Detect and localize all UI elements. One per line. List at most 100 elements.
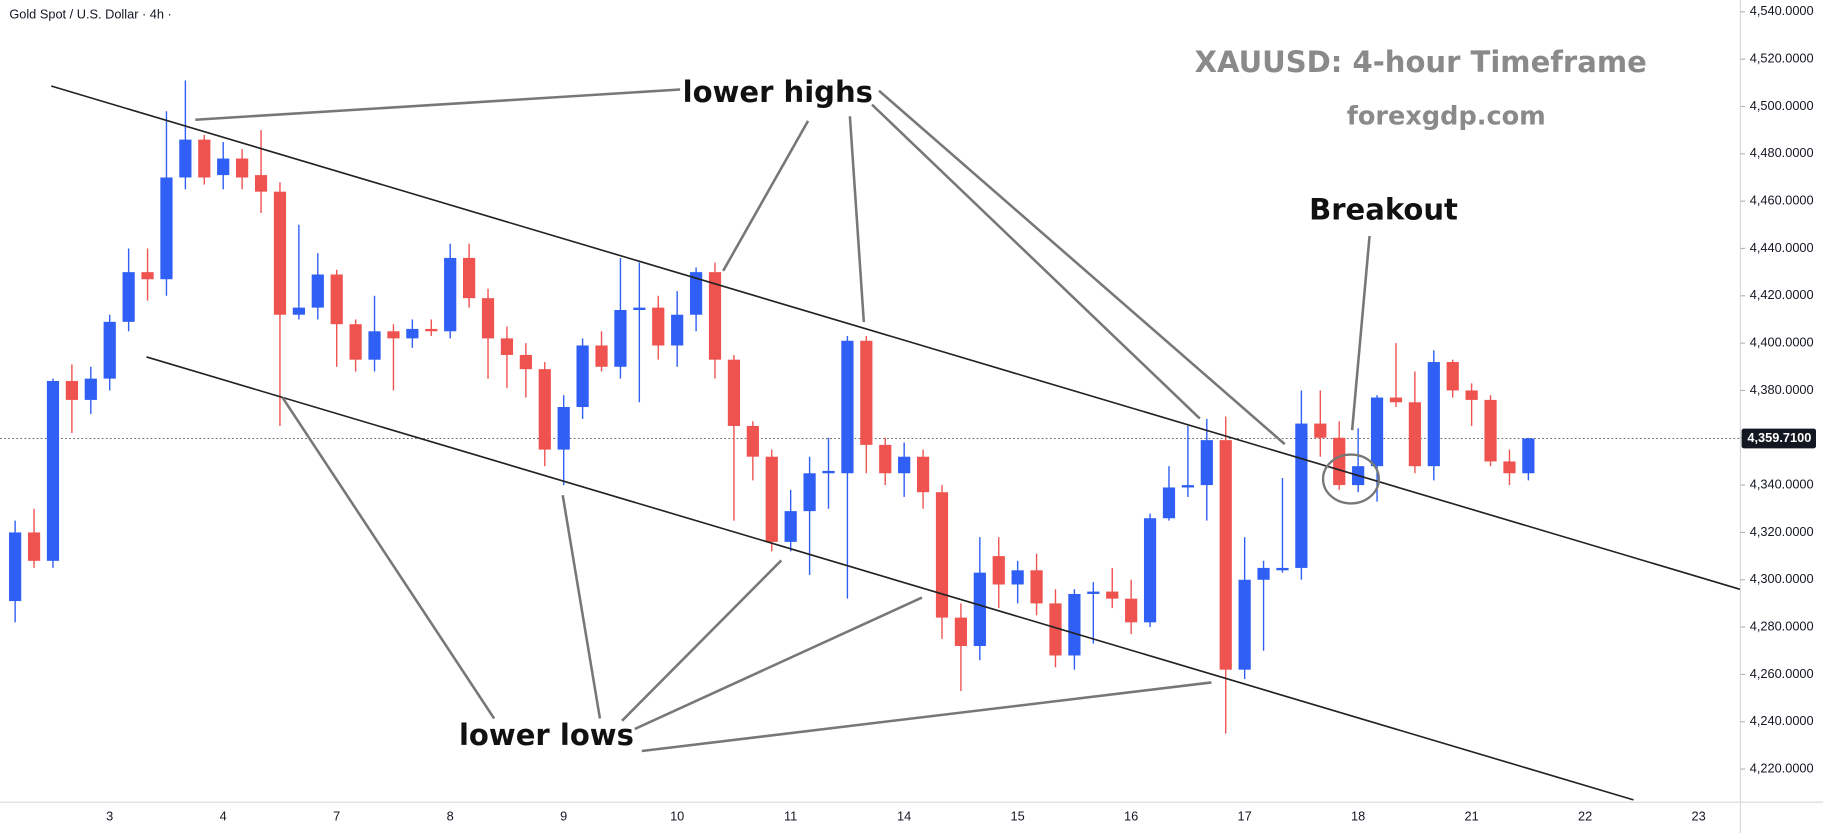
x-tick-label: 23 xyxy=(1692,809,1706,824)
x-tick-label: 17 xyxy=(1238,809,1252,824)
pointer xyxy=(195,88,681,122)
candle-body xyxy=(954,617,968,647)
candle-body xyxy=(1503,461,1516,474)
y-tick-label: 4,380.0000 xyxy=(1750,382,1814,397)
candle-body xyxy=(557,407,570,450)
candle-body xyxy=(1125,598,1138,623)
candle-body xyxy=(160,177,173,280)
y-tick-label: 4,520.0000 xyxy=(1750,51,1814,66)
candle-body xyxy=(387,331,400,339)
candle-body xyxy=(425,328,438,332)
x-tick-label: 16 xyxy=(1124,809,1138,824)
candle-body xyxy=(198,139,211,178)
candle-body xyxy=(841,340,854,474)
candle-body xyxy=(1181,485,1194,488)
candle-body xyxy=(1314,423,1327,438)
annotation: lower lows xyxy=(459,718,634,752)
candle-body xyxy=(538,369,551,450)
candle-body xyxy=(576,345,589,408)
candle-body xyxy=(1257,567,1270,580)
candle-body xyxy=(935,492,949,618)
candle-body xyxy=(9,532,22,602)
y-tick-label: 4,420.0000 xyxy=(1750,287,1814,302)
x-tick-label: 10 xyxy=(670,809,684,824)
candle-body xyxy=(633,307,646,310)
candle-body xyxy=(860,340,873,445)
x-tick-label: 14 xyxy=(897,809,911,824)
chart-subtitle: forexgdp.com xyxy=(1347,101,1546,131)
candle-body xyxy=(368,331,381,360)
lower-highs-pointers xyxy=(195,88,1286,446)
candle-body xyxy=(27,532,41,561)
y-tick-label: 4,500.0000 xyxy=(1750,98,1814,113)
y-tick-label: 4,300.0000 xyxy=(1750,571,1814,586)
candle-body xyxy=(1200,440,1213,486)
candle-body xyxy=(179,139,192,178)
breakout-pointer xyxy=(1350,235,1371,431)
lower-channel-line xyxy=(146,356,1634,801)
candle-body xyxy=(1333,437,1346,486)
candle-body xyxy=(671,314,684,346)
pointer xyxy=(621,559,783,722)
candle-body xyxy=(254,175,268,192)
candle-body xyxy=(1011,570,1024,585)
y-tick-label: 4,540.0000 xyxy=(1750,3,1814,18)
pointer xyxy=(281,396,496,720)
candle-body xyxy=(1087,591,1100,594)
candle-body xyxy=(746,425,759,457)
annotation: lower highs xyxy=(683,75,873,109)
candle-body xyxy=(444,257,457,332)
candle-body xyxy=(1143,518,1157,623)
candle-body xyxy=(406,328,419,339)
candle-body xyxy=(1389,397,1403,403)
last-price-label: 4,359.7100 xyxy=(1747,430,1811,445)
candle-body xyxy=(500,338,514,355)
y-tick-label: 4,440.0000 xyxy=(1750,240,1814,255)
candle-body xyxy=(84,378,97,400)
chart-title: XAUUSD: 4-hour Timeframe xyxy=(1195,45,1647,79)
candle-body xyxy=(1370,397,1384,467)
candle-body xyxy=(727,359,741,426)
lower-lows-pointers xyxy=(281,396,1212,753)
x-tick-label: 8 xyxy=(447,809,454,824)
candle-body xyxy=(481,298,495,339)
candle-body xyxy=(217,158,230,176)
candle-body xyxy=(1484,399,1497,462)
candle-body xyxy=(292,307,305,315)
x-tick-label: 9 xyxy=(560,809,567,824)
upper-channel-line xyxy=(50,85,1741,591)
y-tick-label: 4,340.0000 xyxy=(1750,476,1814,491)
candle-body xyxy=(1068,593,1081,656)
annotation: Breakout xyxy=(1309,193,1458,227)
axes: 4,220.0000 4,240.0000 4,260.0000 4,280.0000… xyxy=(106,3,1816,824)
candle-body xyxy=(1238,579,1251,670)
y-tick-label: 4,320.0000 xyxy=(1750,524,1814,539)
y-tick-label: 4,260.0000 xyxy=(1750,666,1814,681)
candle-body xyxy=(1049,603,1062,656)
candle-body xyxy=(822,470,835,474)
candle-body xyxy=(916,456,930,493)
candle-body xyxy=(330,274,343,325)
pointer xyxy=(634,596,923,731)
candle-body xyxy=(652,307,665,346)
candle-body xyxy=(973,572,986,647)
candle-body xyxy=(519,354,532,370)
pointer xyxy=(878,89,1286,446)
candle-body xyxy=(784,511,797,542)
candle-body xyxy=(595,345,608,367)
candle-body xyxy=(463,257,476,299)
candle-body xyxy=(898,456,911,474)
candle-body xyxy=(689,272,703,315)
x-tick-label: 18 xyxy=(1351,809,1365,824)
pointer xyxy=(871,103,1201,420)
candle-body xyxy=(1465,390,1478,400)
y-tick-label: 4,460.0000 xyxy=(1750,193,1814,208)
x-tick-label: 7 xyxy=(333,809,340,824)
candle-body xyxy=(65,380,78,400)
candle-body xyxy=(708,272,722,360)
x-tick-label: 3 xyxy=(106,809,113,824)
y-tick-label: 4,480.0000 xyxy=(1750,145,1814,160)
candle-body xyxy=(1219,440,1232,670)
